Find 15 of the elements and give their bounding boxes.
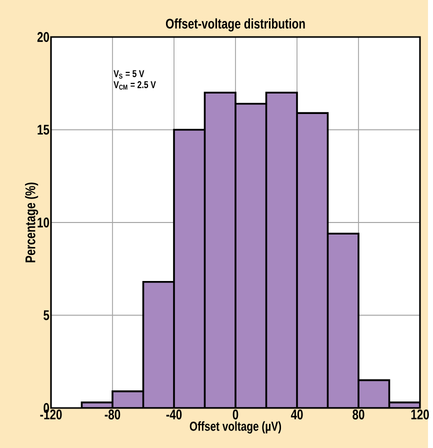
x-tick-label: -80 (105, 410, 120, 420)
x-tick-label: 0 (232, 410, 238, 420)
chart-title: Offset-voltage distribution (166, 18, 305, 32)
x-axis-title: Offset voltage (µV) (190, 421, 282, 434)
annotation: V$_{S}$ = 5 V (114, 70, 144, 79)
x-tick-label: 40 (291, 410, 303, 420)
annotation: V$_{CM}$ = 2.5 V (114, 81, 156, 90)
y-axis-title: Percentage (%) (25, 182, 38, 262)
y-tick-label: 10 (38, 218, 50, 228)
y-tick-label: 15 (38, 124, 50, 135)
y-tick-label: 20 (38, 32, 50, 42)
x-tick-label: 120 (412, 410, 430, 420)
x-tick-label: 80 (352, 410, 364, 420)
x-tick-label: -40 (166, 410, 182, 420)
y-tick-label: 5 (44, 310, 50, 320)
